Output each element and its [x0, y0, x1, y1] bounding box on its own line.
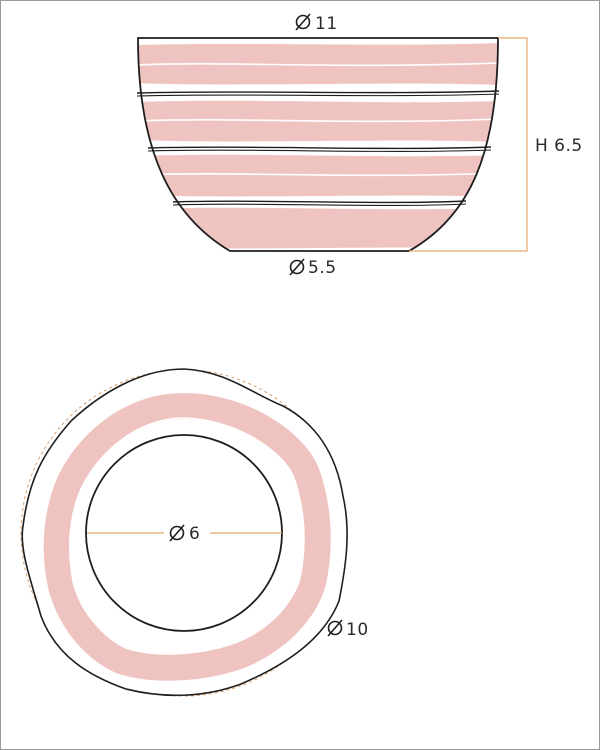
inner-diameter-value: 6: [189, 524, 200, 544]
stripe-band: [138, 207, 498, 249]
stripe-highlight: [138, 172, 498, 177]
diameter-icon: [289, 258, 305, 276]
pink-ring: [43, 392, 331, 681]
groove-line: [147, 146, 492, 150]
groove-line: [147, 149, 492, 152]
inner-diameter-label: 6: [169, 524, 200, 544]
stripe-band: [138, 43, 498, 85]
side-view: 11 5.5 H 6.5: [136, 13, 583, 278]
outer-diameter-label: 10: [327, 619, 369, 640]
groove-line: [172, 203, 467, 206]
top-diameter-value: 11: [315, 14, 338, 34]
groove-line: [172, 200, 467, 204]
stripe-highlight: [138, 118, 498, 123]
height-value: H 6.5: [535, 136, 583, 156]
base-diameter-label: 5.5: [289, 258, 337, 278]
height-dimension-line: [409, 37, 528, 252]
ring-highlight: [69, 417, 304, 654]
stripe-band: [138, 154, 498, 197]
top-diameter-label: 11: [295, 13, 338, 34]
diameter-icon: [169, 524, 185, 542]
groove-line: [136, 93, 500, 97]
side-view-stripes: [138, 43, 498, 249]
top-view: 6 10: [20, 368, 369, 697]
base-diameter-value: 5.5: [308, 258, 337, 278]
diameter-icon: [295, 13, 311, 31]
diameter-icon: [327, 619, 343, 637]
groove-line: [136, 90, 500, 94]
stripe-highlight: [138, 62, 498, 67]
outer-diameter-value: 10: [346, 620, 369, 640]
